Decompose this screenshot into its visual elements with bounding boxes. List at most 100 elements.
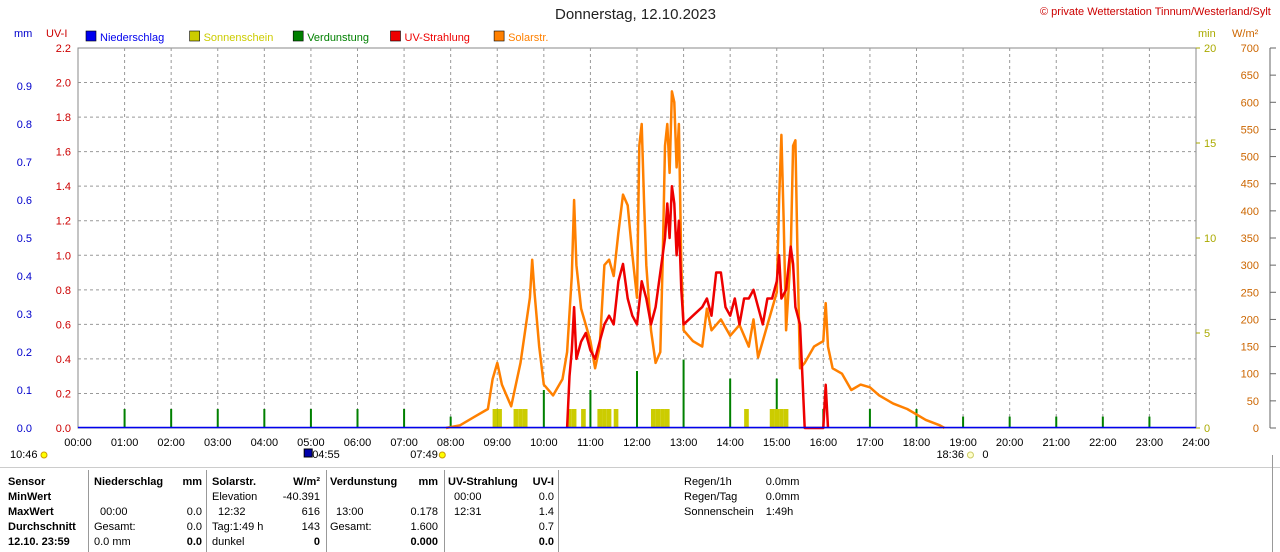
- uvi-tick-label: 1.4: [56, 181, 71, 193]
- cell: 0: [313, 535, 320, 548]
- cell: 0.0: [538, 535, 554, 548]
- sensor-label: Sensor: [8, 475, 46, 488]
- uvi-tick-label: 0.2: [56, 388, 71, 400]
- x-tick-label: 23:00: [1136, 437, 1164, 449]
- weather-chart: 00:00 01:00 02:00 03:00 04:00 05:00 06:00 07:00…: [10, 28, 1276, 461]
- verdunstung-header: Verdunstung: [330, 475, 398, 488]
- cell: [406, 489, 440, 504]
- cell: dunkel: [212, 535, 245, 548]
- x-tick-label: 07:00: [390, 437, 418, 449]
- summary-value: 0.0mm: [765, 475, 800, 488]
- evaporation-bar: [1101, 416, 1104, 428]
- wm2-tick-label: 350: [1241, 233, 1259, 245]
- wm2-tick-label: 450: [1241, 179, 1259, 191]
- evaporation-bar: [915, 409, 918, 428]
- sunshine-bar: [606, 409, 612, 428]
- uvi-tick-label: 0.4: [56, 354, 71, 366]
- moon-marker-icon: [303, 448, 313, 458]
- evaporation-bar: [309, 409, 312, 428]
- x-tick-label: 03:00: [204, 437, 232, 449]
- wm2-tick-label: 50: [1247, 396, 1259, 408]
- sunshine-bar: [655, 409, 661, 428]
- durchschnitt-label: Durchschnitt: [8, 520, 76, 533]
- mm-tick-label: 0.3: [17, 309, 32, 321]
- col-divider: [326, 470, 327, 552]
- col-divider: [206, 470, 207, 552]
- x-tick-label: 04:00: [251, 437, 279, 449]
- cell: 0.7: [538, 520, 554, 533]
- mm-tick-label: 0.6: [17, 195, 32, 207]
- x-tick-label: 01:00: [111, 437, 139, 449]
- x-tick-label: 12:00: [623, 437, 651, 449]
- timestamp-label: 12.10. 23:59: [8, 535, 70, 548]
- mm-tick-label: 0.5: [17, 233, 32, 245]
- sunshine-bar: [522, 409, 528, 428]
- mm-tick-label: 0.9: [17, 81, 32, 93]
- mm-unit-label: mm: [14, 28, 32, 40]
- x-tick-label: 24:00: [1182, 437, 1210, 449]
- mm-tick-label: 0.0: [17, 423, 32, 435]
- wm2-tick-label: 550: [1241, 124, 1259, 136]
- evaporation-bar: [263, 409, 266, 428]
- cell: 0.0: [186, 520, 202, 533]
- uv-unit: UV-I: [532, 475, 554, 488]
- mm-tick-label: 0.4: [17, 271, 32, 283]
- cell: Gesamt:: [330, 520, 372, 533]
- legend-label: Solarstr.: [508, 32, 548, 44]
- wm2-tick-label: 100: [1241, 369, 1259, 381]
- sunshine-bar: [497, 409, 502, 428]
- copyright-text: © private Wetterstation Tinnum/Westerlan…: [1040, 6, 1271, 18]
- sunshine-bar: [660, 409, 665, 428]
- cell: [446, 519, 528, 534]
- wm2-tick-label: 150: [1241, 342, 1259, 354]
- evaporation-bar: [403, 409, 406, 428]
- sunshine-bar: [783, 409, 789, 428]
- col-divider: [444, 470, 445, 552]
- sunshine-bar: [613, 409, 619, 428]
- col-divider: [558, 470, 559, 552]
- x-tick-label: 21:00: [1042, 437, 1070, 449]
- legend-swatch: [493, 30, 505, 42]
- sunrise-marker-label: 10:46: [10, 449, 38, 461]
- min-tick-label: 20: [1204, 43, 1216, 55]
- legend-label: Verdunstung: [307, 32, 369, 44]
- x-tick-label: 06:00: [344, 437, 372, 449]
- stats-divider: [0, 467, 1280, 468]
- x-tick-label: 10:00: [530, 437, 558, 449]
- evaporation-bar: [589, 390, 592, 428]
- x-tick-label: 11:00: [577, 437, 604, 449]
- sun-marker-icon: [966, 451, 974, 459]
- niederschlag-unit: mm: [182, 475, 202, 488]
- sunshine-bar: [513, 409, 519, 428]
- cell: [177, 489, 204, 504]
- wm2-tick-label: 400: [1241, 206, 1259, 218]
- evaporation-bar: [636, 371, 638, 428]
- sunshine-bar: [769, 409, 775, 428]
- x-tick-label: 19:00: [949, 437, 977, 449]
- sunset-marker-label: 18:36: [936, 449, 964, 461]
- cell: Tag:1:49 h: [212, 520, 264, 533]
- cell: 12:31: [454, 505, 482, 518]
- cell: 143: [301, 520, 320, 533]
- marker-label: 0: [982, 449, 988, 461]
- uvi-tick-label: 0.0: [56, 423, 71, 435]
- uvi-tick-label: 1.2: [56, 216, 71, 228]
- summary-label: Sonnenschein: [684, 505, 754, 518]
- sunshine-bar: [774, 409, 780, 428]
- col-divider: [88, 470, 89, 552]
- x-tick-label: 05:00: [297, 437, 325, 449]
- mm-tick-label: 0.1: [17, 385, 32, 397]
- sun-marker-icon: [438, 451, 446, 459]
- evaporation-bar: [216, 409, 219, 428]
- sunshine-bar: [664, 409, 670, 428]
- sunshine-bar: [571, 409, 577, 428]
- summary-value: 0.0mm: [765, 490, 800, 503]
- solar-series-line: [445, 90, 946, 430]
- min-tick-label: 15: [1204, 138, 1216, 150]
- uvi-unit-label: UV-I: [46, 28, 67, 40]
- legend-label: Sonnenschein: [204, 32, 274, 44]
- uvi-tick-label: 0.8: [56, 285, 71, 297]
- summary-table: Regen/1h 0.0mm Regen/Tag 0.0mm Sonnenschei…: [682, 474, 801, 519]
- verdunstung-unit: mm: [418, 475, 438, 488]
- wm2-tick-label: 700: [1241, 43, 1259, 55]
